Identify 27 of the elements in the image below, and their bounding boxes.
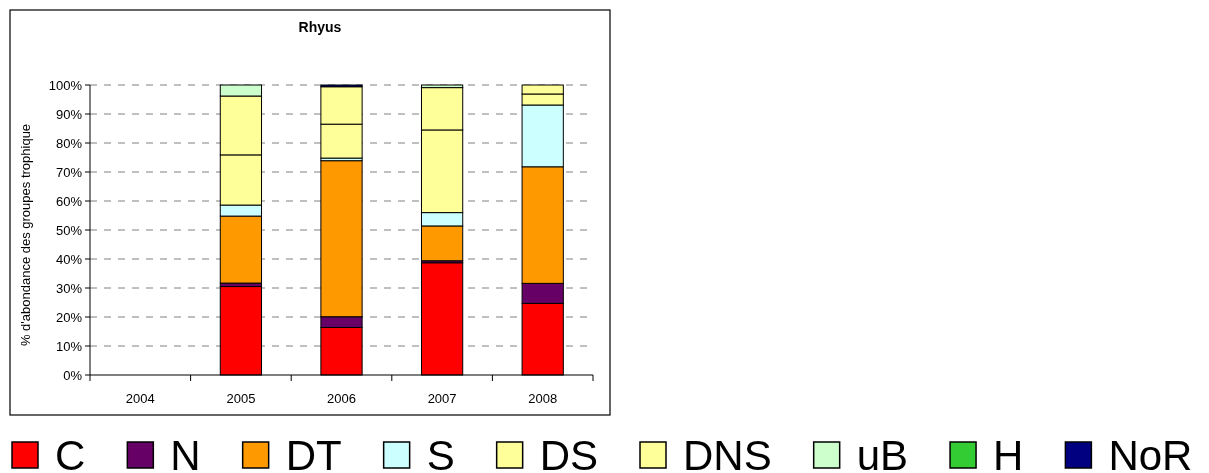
legend-label: S (426, 431, 455, 473)
y-tick-label: 20% (55, 309, 83, 325)
legend-label: C (55, 431, 86, 473)
y-tick-label: 30% (55, 280, 83, 296)
y-tick-label: 60% (55, 193, 83, 209)
y-tick-label: 90% (55, 106, 83, 122)
x-tick-label: 2006 (327, 390, 356, 406)
legend-label: H (993, 431, 1024, 473)
y-tick-label: 0% (63, 367, 83, 383)
x-tick-label: 2004 (125, 390, 155, 406)
x-tick-label: 2008 (528, 390, 558, 406)
legend-label: DT (285, 431, 342, 473)
legend-label: DNS (683, 431, 772, 473)
y-axis-title: % d'abondance des groupes trophique (17, 123, 33, 347)
legend-label: N (170, 431, 201, 473)
legend-label: NoR (1108, 431, 1193, 473)
y-tick-label: 10% (55, 338, 83, 354)
y-tick-label: 50% (55, 222, 83, 238)
x-tick-label: 2007 (427, 390, 457, 406)
chart-title: Rhyus (298, 19, 342, 35)
legend-label: uB (856, 431, 909, 473)
x-tick-label: 2005 (226, 390, 256, 406)
legend-label: DS (539, 431, 599, 473)
y-tick-label: 70% (55, 164, 83, 180)
y-tick-label: 40% (55, 251, 83, 267)
y-tick-label: 100% (48, 77, 83, 93)
y-tick-label: 80% (55, 135, 83, 151)
